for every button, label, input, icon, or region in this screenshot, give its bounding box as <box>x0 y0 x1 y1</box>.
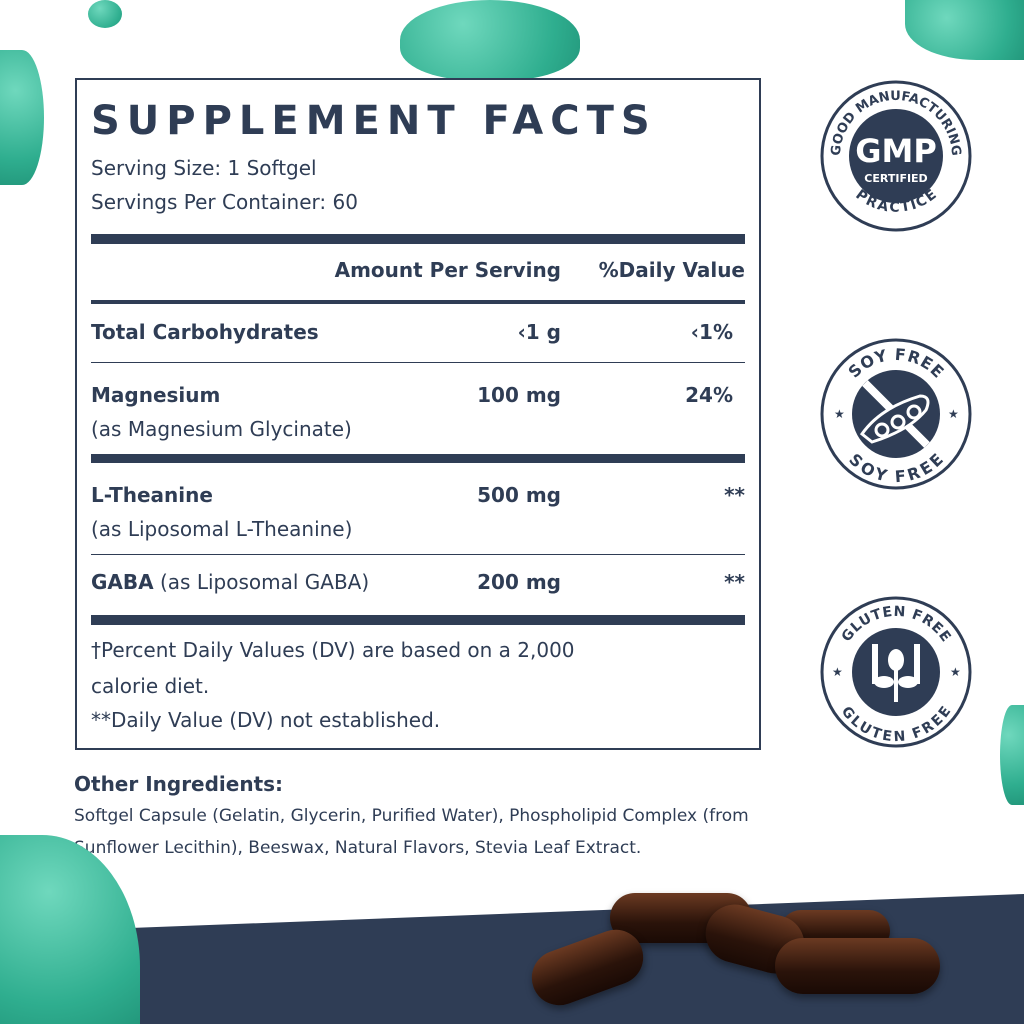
panel-title: SUPPLEMENT FACTS <box>91 98 657 144</box>
nutrient-amount: 500 mg <box>477 483 561 507</box>
svg-text:★: ★ <box>948 407 959 421</box>
gmp-main-text: GMP <box>855 132 937 170</box>
amount-header: Amount Per Serving <box>334 258 561 282</box>
decor-blob <box>905 0 1024 60</box>
decor-blob <box>0 50 44 185</box>
nutrient-dv: 24% <box>685 383 733 407</box>
decor-blob <box>1000 705 1024 805</box>
nutrient-source: (as Liposomal L-Theanine) <box>91 517 353 541</box>
divider <box>91 554 745 555</box>
nutrient-name: GABA <box>91 570 154 594</box>
nutrient-dv: ** <box>724 570 745 594</box>
supplement-facts-panel: SUPPLEMENT FACTS Serving Size: 1 Softgel… <box>75 78 761 750</box>
svg-text:★: ★ <box>832 665 843 679</box>
gluten-free-badge: ★ ★ GLUTEN FREE GLUTEN FREE <box>820 596 972 748</box>
other-ingredients-heading: Other Ingredients: <box>74 772 284 796</box>
nutrient-amount: 100 mg <box>477 383 561 407</box>
nutrient-row: Magnesium (as Magnesium Glycinate) 100 m… <box>91 378 745 446</box>
nutrient-name: Magnesium <box>91 383 221 407</box>
divider <box>91 615 745 625</box>
decor-blob <box>88 0 122 28</box>
divider <box>91 454 745 463</box>
softgel-image <box>775 938 940 994</box>
divider <box>91 234 745 244</box>
nutrient-amount: 200 mg <box>477 570 561 594</box>
nutrient-name: L-Theanine <box>91 483 213 507</box>
divider <box>91 362 745 363</box>
footnote: †Percent Daily Values (DV) are based on … <box>91 638 575 662</box>
nutrient-row: Total Carbohydrates ‹1 g ‹1% <box>91 320 745 344</box>
nutrient-source: (as Liposomal GABA) <box>159 570 370 594</box>
gmp-sub-text: CERTIFIED <box>864 172 927 185</box>
nutrient-row: L-Theanine (as Liposomal L-Theanine) 500… <box>91 478 745 546</box>
svg-text:★: ★ <box>834 407 845 421</box>
divider <box>91 300 745 304</box>
dv-header: %Daily Value <box>598 258 745 282</box>
gmp-badge: GOOD MANUFACTURING PRACTICE GMP CERTIFIE… <box>820 80 972 232</box>
nutrient-name: Total Carbohydrates <box>91 320 319 344</box>
nutrient-amount: ‹1 g <box>517 320 561 344</box>
svg-text:★: ★ <box>950 665 961 679</box>
wheat-hands-icon <box>872 644 920 702</box>
servings-per-container: Servings Per Container: 60 <box>91 190 358 214</box>
nutrient-dv: ** <box>724 483 745 507</box>
nutrient-row: GABA (as Liposomal GABA) 200 mg ** <box>91 570 745 594</box>
nutrient-source: (as Magnesium Glycinate) <box>91 417 352 441</box>
footnote: **Daily Value (DV) not established. <box>91 708 441 732</box>
footnote: calorie diet. <box>91 674 210 698</box>
soy-free-badge: ★ ★ SOY FREE SOY FREE <box>820 338 972 490</box>
soybean-crossed-icon <box>859 394 930 444</box>
decor-blob <box>400 0 580 80</box>
serving-size: Serving Size: 1 Softgel <box>91 156 317 180</box>
other-ingredients: Other Ingredients: Softgel Capsule (Gela… <box>74 768 774 864</box>
other-ingredients-text: Softgel Capsule (Gelatin, Glycerin, Puri… <box>74 806 749 858</box>
nutrient-dv: ‹1% <box>690 320 733 344</box>
